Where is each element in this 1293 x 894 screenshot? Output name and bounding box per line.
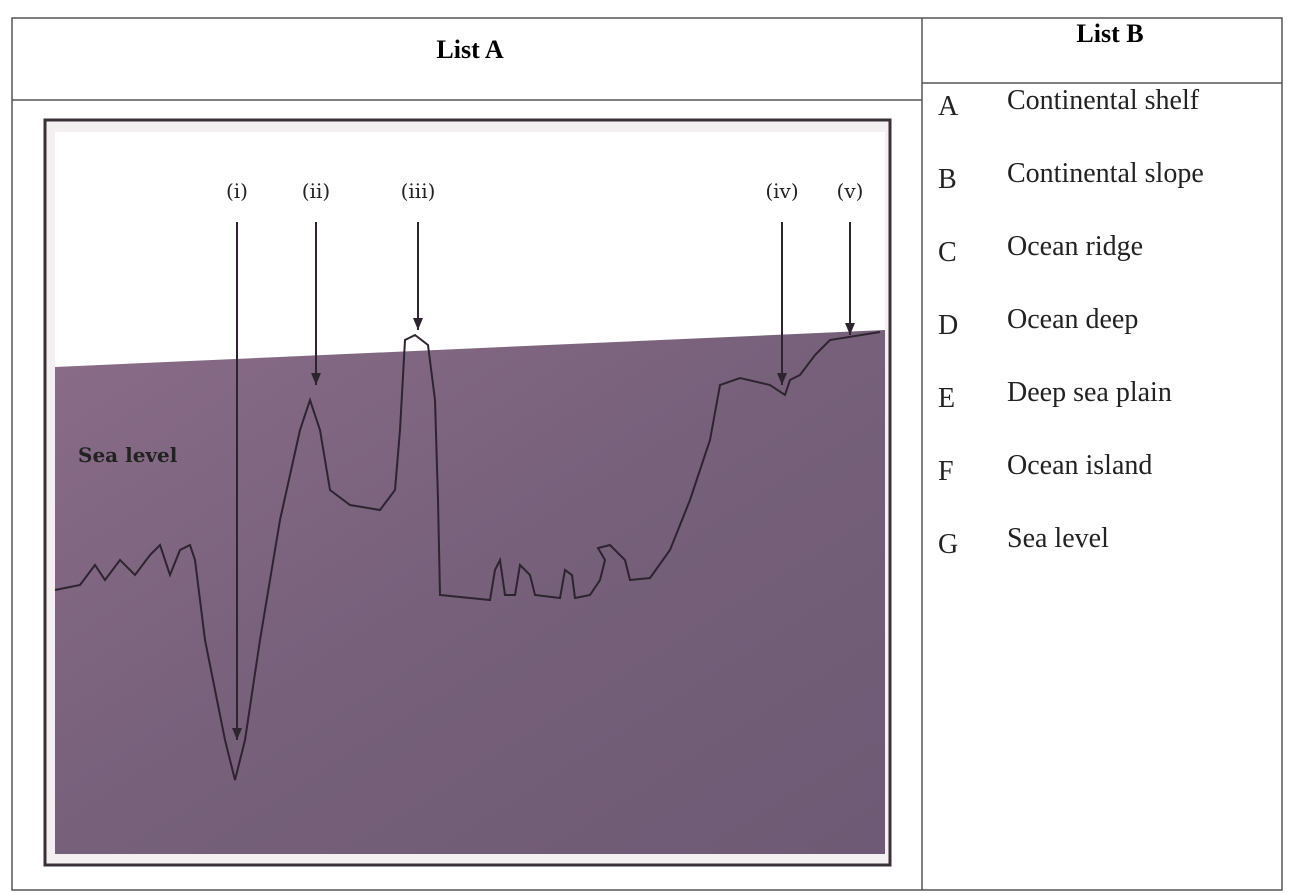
item-text: Continental shelf — [1007, 85, 1200, 116]
item-text: Continental slope — [1007, 158, 1204, 189]
item-letter: C — [938, 237, 957, 268]
sea-level-label: Sea level — [78, 443, 178, 467]
header: List A — [436, 35, 503, 64]
item-text: Ocean island — [1007, 450, 1152, 481]
marker-label: (iv) — [765, 179, 798, 203]
seabed-profile — [54, 331, 881, 781]
item-text: Deep sea plain — [1007, 377, 1172, 408]
arrow-head — [845, 323, 855, 335]
item-text: Ocean deep — [1007, 304, 1138, 335]
sea — [55, 330, 885, 854]
header: List B — [1076, 19, 1143, 48]
item-text: Sea level — [1007, 523, 1109, 554]
diagram: Sea level (i) (ii) (iii) (iv) (v) — [43, 118, 892, 867]
marker-label: (iii) — [401, 179, 436, 203]
arrow-head — [311, 373, 321, 385]
item-letter: B — [938, 164, 957, 195]
item-text: Ocean ridge — [1007, 231, 1143, 262]
item-letter: D — [938, 310, 958, 341]
item-letter: G — [938, 529, 958, 560]
item-letter: E — [938, 383, 955, 414]
arrow-head — [413, 318, 423, 330]
table-border — [11, 17, 1283, 891]
arrow-head — [232, 728, 242, 740]
marker-label: (v) — [837, 179, 864, 203]
item-letter: A — [938, 91, 959, 122]
marker-label: (ii) — [302, 179, 330, 203]
item-letter: F — [938, 456, 954, 487]
marker-label: (i) — [226, 179, 248, 203]
arrow-head — [777, 373, 787, 385]
